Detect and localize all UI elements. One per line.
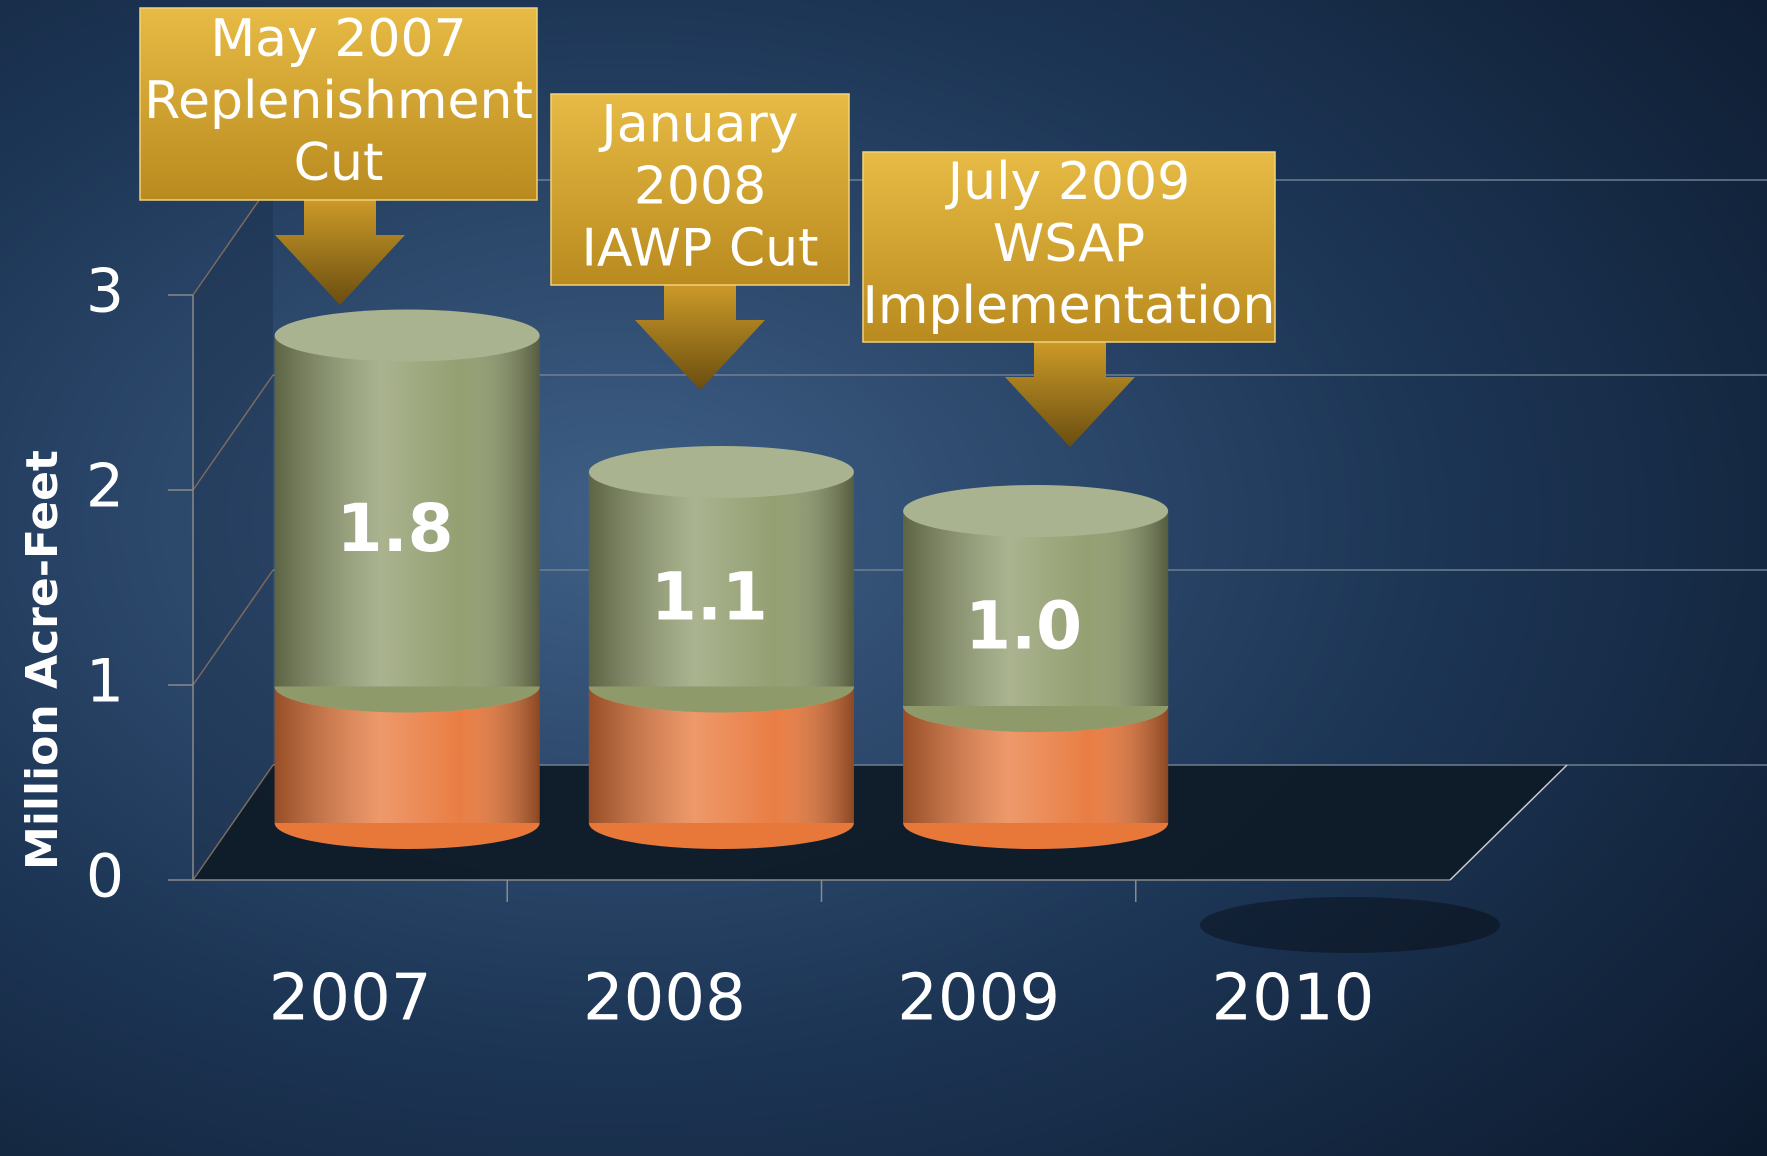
cylinder-top	[588, 446, 854, 498]
callout-text: Implementation	[863, 276, 1276, 336]
y-tick-label: 3	[86, 257, 124, 327]
cylinder-shade	[274, 335, 540, 687]
callout-text: January	[598, 95, 798, 155]
callout-box	[862, 151, 1276, 343]
callout-text: July 2009	[945, 152, 1190, 212]
x-tick-label: 2008	[583, 962, 746, 1036]
y-tick-label: 2	[86, 452, 124, 522]
grid-line	[192, 764, 274, 881]
value-label: 1.0	[965, 588, 1082, 665]
x-tick-label: 2007	[269, 962, 432, 1036]
y-tick-label: 1	[86, 647, 124, 717]
grid-line	[192, 569, 274, 686]
grid-line	[192, 374, 274, 491]
cylinder-shade	[903, 511, 1169, 706]
x-tick-label: 2010	[1211, 962, 1374, 1036]
cylinder-shade	[588, 472, 854, 687]
cylinder-top	[903, 485, 1169, 537]
side-wall	[193, 178, 273, 880]
value-label: 1.8	[337, 490, 454, 567]
callout-text: IAWP Cut	[581, 219, 818, 279]
cylinder-top	[274, 309, 540, 362]
callout-box	[550, 93, 850, 286]
callout-text: Cut	[294, 133, 384, 193]
x-tick-label: 2009	[897, 962, 1060, 1036]
callout-text: WSAP	[993, 214, 1145, 274]
callout-arrow	[635, 285, 765, 390]
empty-shadow	[1200, 897, 1500, 953]
callout-box	[139, 7, 538, 201]
callout-arrow	[1005, 342, 1135, 447]
y-tick-label: 0	[86, 842, 124, 912]
y-axis-label: Million Acre-Feet	[17, 450, 68, 870]
callout-arrow	[275, 200, 405, 305]
callout-text: Replenishment	[144, 71, 533, 131]
floor-edge	[1449, 764, 1568, 881]
callout-text: May 2007	[210, 9, 466, 69]
value-label: 1.1	[651, 558, 768, 635]
callout-text: 2008	[634, 157, 766, 217]
